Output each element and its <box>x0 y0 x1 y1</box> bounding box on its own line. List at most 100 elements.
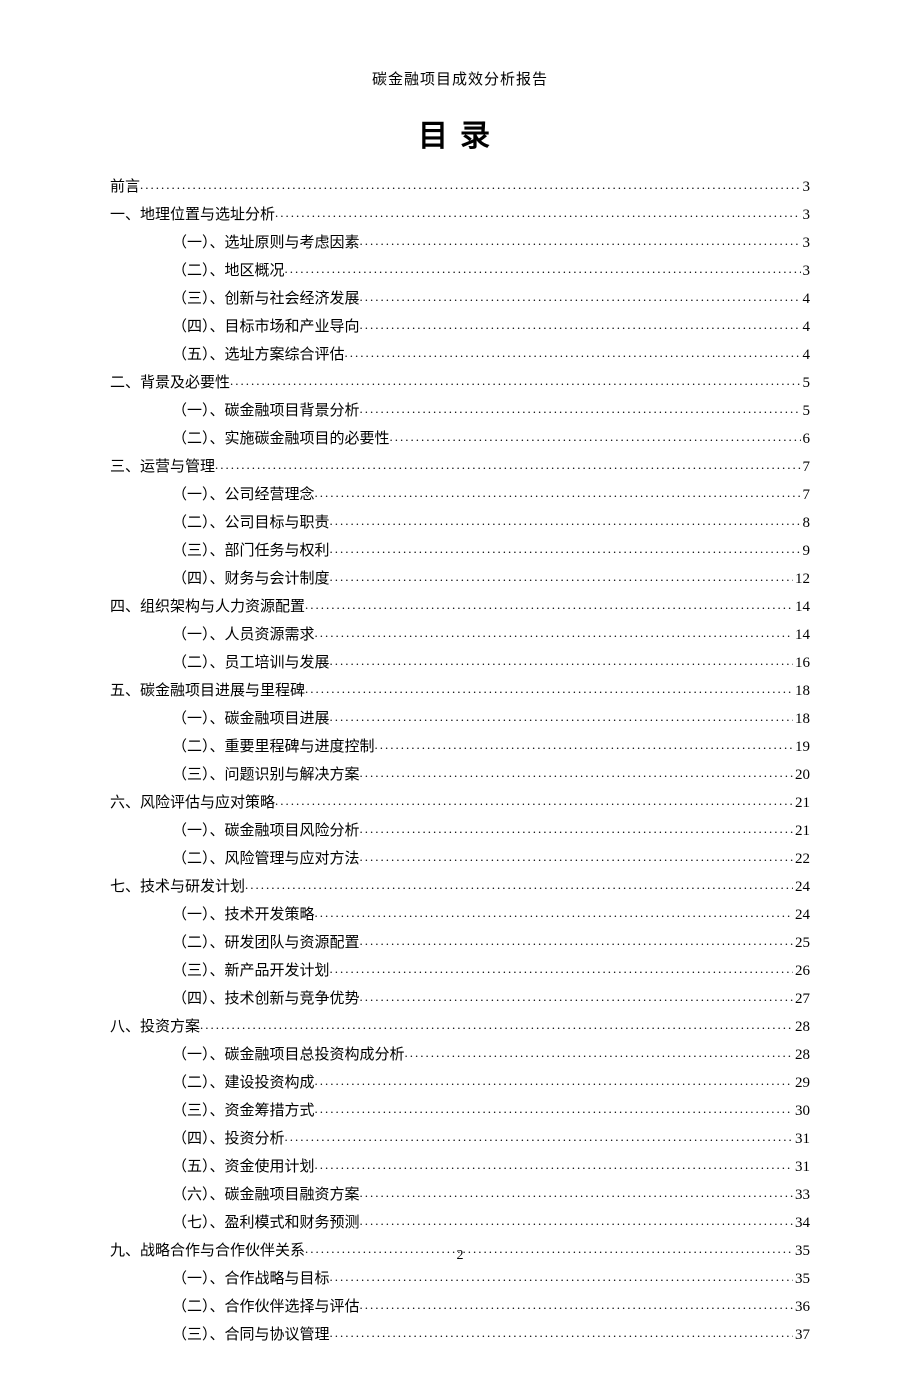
toc-entry-page: 19 <box>793 734 810 761</box>
toc-entry-dots <box>275 199 800 226</box>
toc-entry-page: 3 <box>801 230 811 257</box>
toc-entry: （四）、财务与会计制度 12 <box>110 565 810 593</box>
toc-entry-page: 31 <box>793 1154 810 1181</box>
toc-entry-dots <box>285 255 801 282</box>
toc-entry: （一）、碳金融项目进展18 <box>110 705 810 733</box>
toc-entry-page: 6 <box>801 426 811 453</box>
toc-entry: （六）、碳金融项目融资方案 33 <box>110 1181 810 1209</box>
toc-entry-page: 22 <box>793 846 810 873</box>
toc-entry: （三）、创新与社会经济发展 4 <box>110 285 810 313</box>
toc-entry-dots <box>390 423 801 450</box>
toc-entry-dots <box>330 507 801 534</box>
toc-entry-page: 27 <box>793 986 810 1013</box>
toc-entry-page: 31 <box>793 1126 810 1153</box>
toc-entry-label: （三）、新产品开发计划 <box>172 958 330 985</box>
toc-entry-page: 18 <box>793 706 810 733</box>
toc-entry: （二）、实施碳金融项目的必要性6 <box>110 425 810 453</box>
toc-entry-label: （三）、创新与社会经济发展 <box>172 286 360 313</box>
toc-entry: 六、风险评估与应对策略21 <box>110 789 810 817</box>
toc-entry-page: 33 <box>793 1182 810 1209</box>
toc-entry-dots <box>375 731 793 758</box>
toc-entry: （二）、建设投资构成29 <box>110 1069 810 1097</box>
toc-entry-page: 25 <box>793 930 810 957</box>
toc-entry: 八、投资方案 28 <box>110 1013 810 1041</box>
toc-entry-label: 三、运营与管理 <box>110 454 215 481</box>
toc-entry-page: 12 <box>793 566 810 593</box>
toc-entry-page: 18 <box>793 678 810 705</box>
toc-entry-page: 7 <box>801 482 811 509</box>
toc-entry-label: （三）、合同与协议管理 <box>172 1322 330 1349</box>
toc-entry-label: （三）、部门任务与权利 <box>172 538 330 565</box>
toc-entry: 前言3 <box>110 173 810 201</box>
toc-entry: （一）、合作战略与目标35 <box>110 1265 810 1293</box>
toc-entry-label: 五、碳金融项目进展与里程碑 <box>110 678 305 705</box>
toc-entry-dots <box>305 675 793 702</box>
toc-entry-dots <box>285 1123 793 1150</box>
toc-entry-page: 4 <box>801 286 811 313</box>
toc-entry-label: 四、组织架构与人力资源配置 <box>110 594 305 621</box>
toc-entry: 二、背景及必要性 5 <box>110 369 810 397</box>
toc-entry-label: （四）、财务与会计制度 <box>172 566 330 593</box>
toc-entry-dots <box>360 395 801 422</box>
toc-entry-label: （四）、投资分析 <box>172 1126 285 1153</box>
toc-entry-page: 16 <box>793 650 810 677</box>
toc-entry: （二）、合作伙伴选择与评估36 <box>110 1293 810 1321</box>
toc-entry: （三）、部门任务与权利 9 <box>110 537 810 565</box>
toc-entry-label: 前言 <box>110 174 140 201</box>
toc-entry-page: 4 <box>801 342 811 369</box>
toc-entry-page: 5 <box>801 398 811 425</box>
toc-entry-label: （二）、员工培训与发展 <box>172 650 330 677</box>
toc-entry-label: （二）、重要里程碑与进度控制 <box>172 734 375 761</box>
toc-entry-page: 30 <box>793 1098 810 1125</box>
toc-entry-label: （一）、技术开发策略 <box>172 902 315 929</box>
toc-entry-page: 5 <box>801 370 811 397</box>
toc-entry-page: 3 <box>801 202 811 229</box>
toc-entry-page: 14 <box>793 594 810 621</box>
toc-entry-label: （五）、资金使用计划 <box>172 1154 315 1181</box>
toc-entry-dots <box>330 647 793 674</box>
toc-entry-dots <box>215 451 800 478</box>
toc-entry-page: 8 <box>801 510 811 537</box>
toc-entry-page: 26 <box>793 958 810 985</box>
toc-entry-page: 21 <box>793 818 810 845</box>
toc-entry-dots <box>360 815 793 842</box>
toc-entry: （三）、资金筹措方式30 <box>110 1097 810 1125</box>
toc-entry-page: 20 <box>793 762 810 789</box>
toc-entry-dots <box>330 563 793 590</box>
toc-entry-dots <box>330 1263 793 1290</box>
toc-entry-page: 28 <box>793 1042 810 1069</box>
toc-entry: （三）、新产品开发计划 26 <box>110 957 810 985</box>
toc-entry-page: 7 <box>801 454 811 481</box>
toc-entry: 三、运营与管理 7 <box>110 453 810 481</box>
toc-entry-label: （五）、选址方案综合评估 <box>172 342 345 369</box>
toc-entry-dots <box>360 759 793 786</box>
toc-entry: （三）、问题识别与解决方案20 <box>110 761 810 789</box>
toc-entry-dots <box>360 227 801 254</box>
toc-entry-label: （二）、公司目标与职责 <box>172 510 330 537</box>
document-header-title: 碳金融项目成效分析报告 <box>110 68 810 89</box>
toc-entry-label: （一）、合作战略与目标 <box>172 1266 330 1293</box>
toc-entry-dots <box>360 927 793 954</box>
toc-entry-dots <box>360 843 793 870</box>
toc-entry-label: （二）、研发团队与资源配置 <box>172 930 360 957</box>
toc-entry-label: （六）、碳金融项目融资方案 <box>172 1182 360 1209</box>
toc-entry-label: （四）、目标市场和产业导向 <box>172 314 360 341</box>
toc-entry-page: 21 <box>793 790 810 817</box>
toc-entry: 五、碳金融项目进展与里程碑 18 <box>110 677 810 705</box>
toc-entry-page: 24 <box>793 874 810 901</box>
toc-entry-dots <box>315 619 793 646</box>
toc-entry-dots <box>315 479 801 506</box>
toc-entry-page: 14 <box>793 622 810 649</box>
toc-entry-page: 9 <box>801 538 811 565</box>
toc-entry-label: （一）、碳金融项目背景分析 <box>172 398 360 425</box>
toc-entry-page: 24 <box>793 902 810 929</box>
toc-entry: （三）、合同与协议管理37 <box>110 1321 810 1349</box>
toc-entry-label: （二）、建设投资构成 <box>172 1070 315 1097</box>
toc-entry-label: 二、背景及必要性 <box>110 370 230 397</box>
toc-entry-page: 36 <box>793 1294 810 1321</box>
toc-entry-dots <box>315 899 793 926</box>
toc-entry-dots <box>330 535 801 562</box>
toc-entry-dots <box>330 703 793 730</box>
toc-entry-dots <box>315 1151 793 1178</box>
toc-entry-dots <box>360 1207 793 1234</box>
